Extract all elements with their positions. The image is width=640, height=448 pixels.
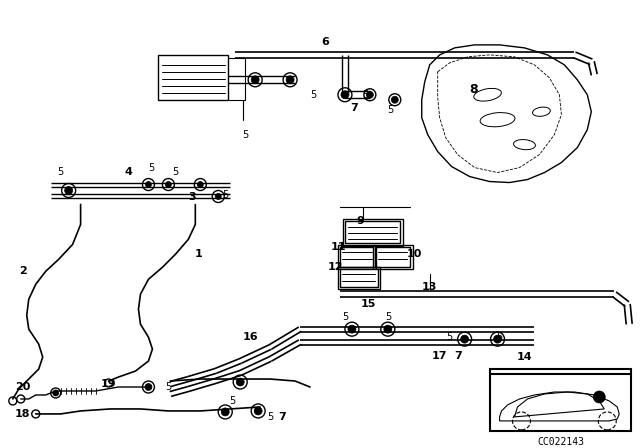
Circle shape: [338, 88, 352, 102]
Circle shape: [197, 181, 204, 188]
Bar: [490, 369, 631, 431]
Text: 5: 5: [242, 129, 248, 140]
Text: 8: 8: [469, 83, 478, 96]
Circle shape: [104, 379, 113, 387]
Circle shape: [143, 179, 154, 190]
Circle shape: [195, 179, 206, 190]
Circle shape: [461, 335, 468, 343]
Text: 5: 5: [267, 412, 273, 422]
Circle shape: [384, 325, 392, 333]
Text: 17: 17: [432, 351, 447, 361]
Text: 6: 6: [321, 37, 329, 47]
Circle shape: [348, 325, 356, 333]
Text: 7: 7: [278, 412, 286, 422]
Circle shape: [236, 378, 244, 386]
Text: CC022143: CC022143: [537, 437, 584, 447]
Circle shape: [345, 322, 359, 336]
Circle shape: [145, 181, 152, 188]
Text: 15: 15: [360, 299, 376, 309]
Text: 16: 16: [243, 332, 258, 342]
Circle shape: [381, 322, 395, 336]
Circle shape: [52, 390, 59, 396]
Circle shape: [233, 375, 247, 389]
Text: 13: 13: [422, 282, 437, 292]
Circle shape: [17, 395, 25, 403]
Circle shape: [218, 405, 232, 419]
Circle shape: [286, 76, 294, 84]
Circle shape: [32, 410, 40, 418]
Circle shape: [493, 335, 502, 343]
Circle shape: [251, 76, 259, 84]
Text: 5: 5: [385, 312, 391, 322]
Text: 5: 5: [148, 163, 154, 172]
Circle shape: [215, 194, 221, 199]
Circle shape: [145, 383, 152, 391]
Circle shape: [366, 91, 373, 98]
Bar: [343, 220, 403, 246]
Bar: [340, 269, 378, 287]
Text: 5: 5: [342, 312, 348, 322]
Text: 7: 7: [454, 351, 461, 361]
Circle shape: [458, 332, 472, 346]
Text: 12: 12: [327, 263, 342, 272]
Circle shape: [165, 181, 172, 188]
Bar: [340, 247, 373, 267]
Text: 11: 11: [330, 242, 346, 252]
Text: 4: 4: [125, 167, 132, 177]
Circle shape: [9, 397, 17, 405]
Circle shape: [251, 404, 265, 418]
Circle shape: [248, 73, 262, 87]
Text: 5: 5: [362, 90, 368, 100]
Text: 5: 5: [222, 190, 228, 201]
Circle shape: [283, 73, 297, 87]
Circle shape: [143, 381, 154, 393]
Text: 20: 20: [15, 382, 31, 392]
Text: 18: 18: [15, 409, 31, 419]
Text: 5: 5: [447, 332, 452, 342]
Bar: [375, 247, 410, 267]
Text: 5: 5: [497, 332, 502, 342]
Bar: [345, 221, 400, 243]
Circle shape: [212, 190, 224, 202]
Text: 1: 1: [195, 250, 202, 259]
Bar: [159, 55, 228, 100]
Bar: [338, 246, 376, 269]
Text: 5: 5: [172, 167, 179, 177]
Circle shape: [221, 408, 229, 416]
Text: 5: 5: [229, 396, 236, 406]
Text: 19: 19: [100, 379, 116, 389]
Circle shape: [391, 96, 398, 103]
Circle shape: [491, 332, 504, 346]
Text: 10: 10: [407, 250, 422, 259]
Bar: [338, 267, 380, 289]
Text: 7: 7: [350, 103, 358, 113]
Circle shape: [163, 179, 174, 190]
Bar: [373, 246, 413, 269]
Text: 2: 2: [19, 266, 27, 276]
Circle shape: [65, 186, 72, 194]
Text: 3: 3: [189, 193, 196, 202]
Text: 5: 5: [58, 167, 64, 177]
Circle shape: [341, 91, 349, 99]
Text: 5: 5: [310, 90, 316, 100]
Text: 14: 14: [516, 352, 532, 362]
Text: 5: 5: [165, 382, 172, 392]
Circle shape: [389, 94, 401, 106]
Circle shape: [61, 184, 76, 198]
Circle shape: [364, 89, 376, 101]
Text: 9: 9: [356, 216, 364, 226]
Circle shape: [254, 407, 262, 415]
Circle shape: [51, 388, 61, 398]
Circle shape: [593, 391, 605, 403]
Text: 5: 5: [387, 105, 393, 115]
